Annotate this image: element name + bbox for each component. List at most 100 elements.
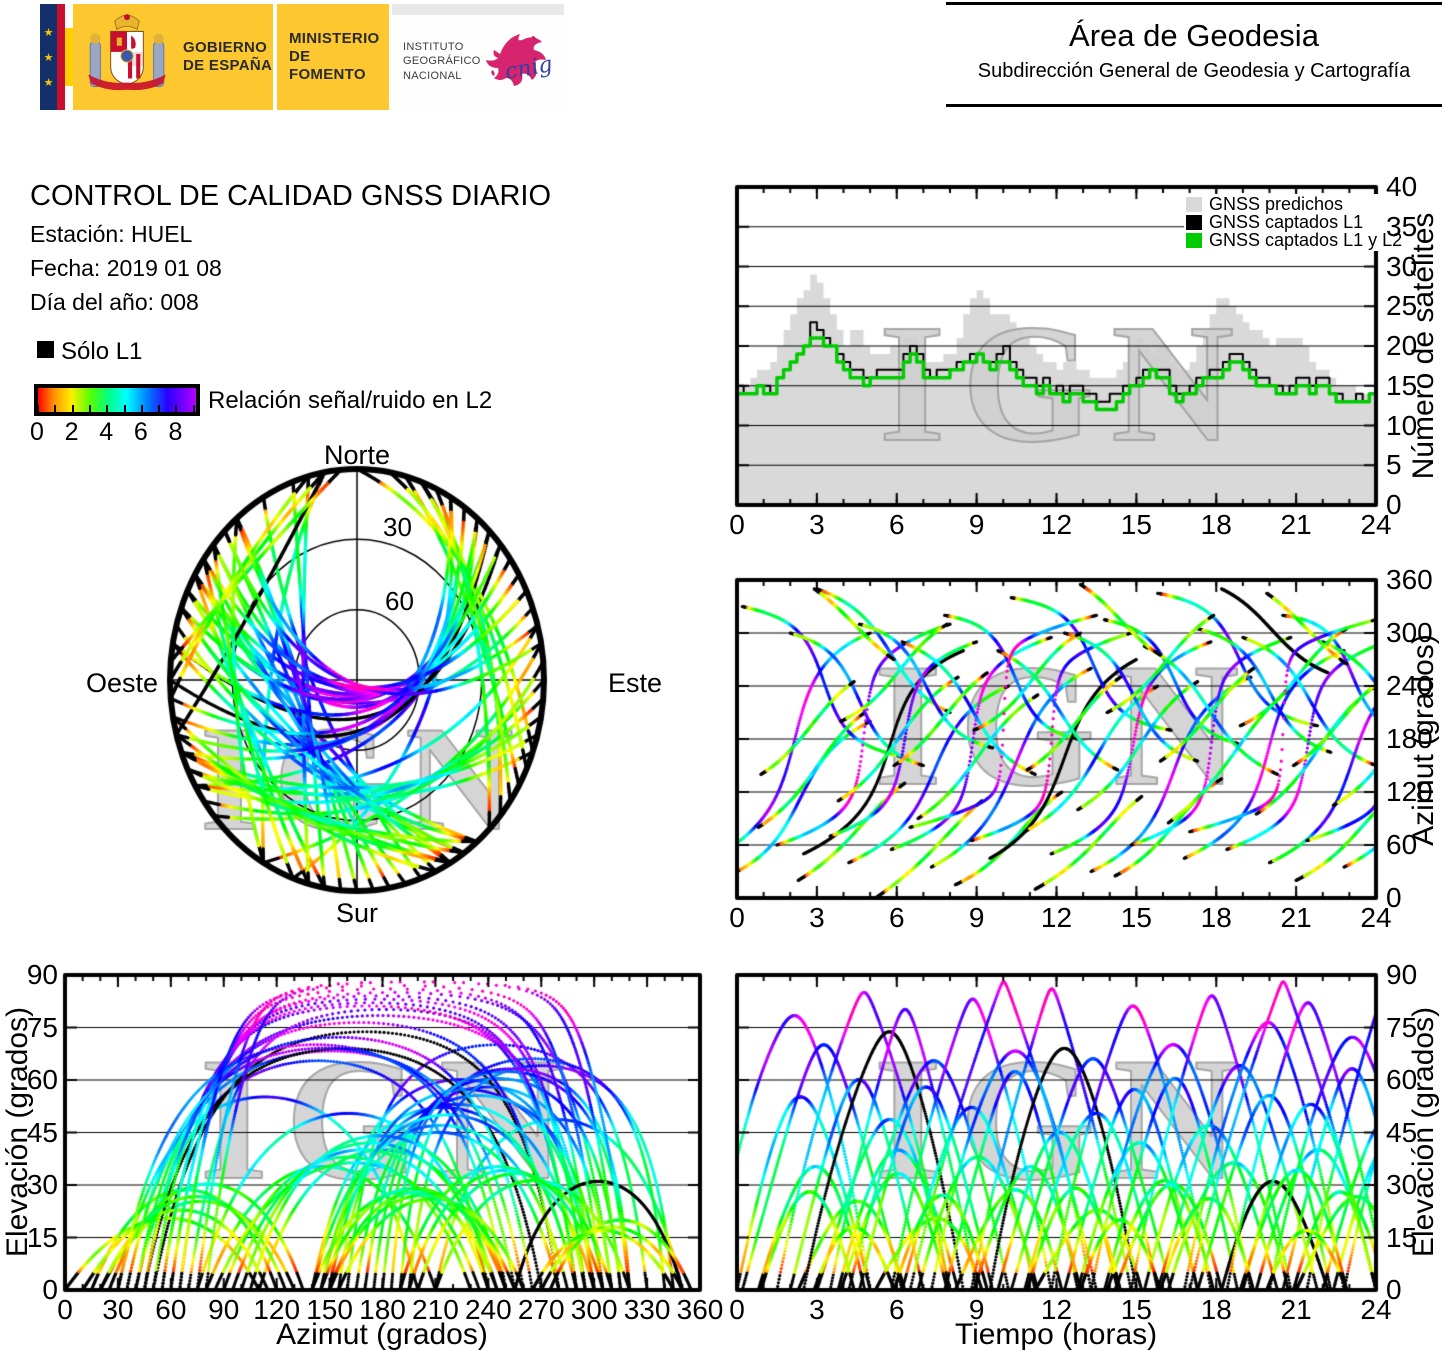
- tick-label: 20: [1386, 330, 1418, 361]
- skyplot-ring30-label: 30: [383, 512, 412, 542]
- skyplot-east-label: Este: [608, 668, 663, 698]
- colorbar-tick-label: 0: [30, 418, 44, 446]
- ministerio-label: MINISTERIO DE FOMENTO: [289, 30, 380, 83]
- tick-label: 18: [1200, 509, 1232, 540]
- tick-label: 9: [968, 902, 985, 933]
- legend-row-captados-l1: GNSS captados L1: [1186, 212, 1402, 232]
- colorbar-tick-label: 4: [99, 418, 114, 446]
- snr-colorbar-label: Relación señal/ruido en L2: [208, 387, 493, 414]
- tick-label: 330: [623, 1294, 671, 1325]
- elev-az-xlabel: Azimut (grados): [276, 1318, 488, 1350]
- tick-label: 30: [102, 1294, 134, 1325]
- tick-label: 270: [517, 1294, 565, 1325]
- tick-label: 90: [1386, 959, 1418, 990]
- tick-label: 6: [888, 902, 905, 933]
- tick-label: 15: [1386, 369, 1418, 401]
- colorbar-tick: [158, 405, 161, 412]
- tick-label: 210: [412, 1294, 459, 1325]
- instituto-label: INSTITUTO GEOGRÁFICO NACIONAL: [403, 41, 481, 82]
- tick-label: 45: [1386, 1116, 1418, 1148]
- colorbar-tick: [140, 405, 143, 412]
- star-icon: ★: [43, 76, 54, 89]
- tick-label: 3: [809, 1294, 825, 1325]
- tick-label: 0: [729, 509, 745, 540]
- sat-count-legend: GNSS predichos GNSS captados L1 GNSS cap…: [1184, 193, 1407, 251]
- tick-label: 0: [1386, 489, 1402, 520]
- flag-red-band: [57, 4, 65, 110]
- elev-time-xlabel: Tiempo (horas): [954, 1318, 1158, 1350]
- tick-label: 75: [26, 1011, 58, 1043]
- spain-coat-of-arms-icon: [88, 14, 166, 91]
- tick-label: 240: [1386, 670, 1433, 701]
- legend-row-captados-l1l2: GNSS captados L1 y L2: [1186, 229, 1403, 250]
- tick-label: 12: [1040, 902, 1073, 933]
- tick-label: 15: [1120, 1294, 1152, 1325]
- tick-label: 90: [26, 959, 58, 990]
- page-title: CONTROL DE CALIDAD GNSS DIARIO: [30, 180, 552, 212]
- colorbar-tick: [54, 405, 57, 412]
- header-rule-bottom: [946, 104, 1442, 107]
- ign-box-topstrip: [392, 4, 564, 15]
- tick-label: 40: [1386, 171, 1418, 202]
- legend-row-predichos: GNSS predichos: [1186, 193, 1402, 214]
- date-line: Fecha: 2019 01 08: [30, 255, 222, 281]
- tick-label: 300: [1386, 617, 1433, 648]
- captados-l1l2-swatch: [1186, 232, 1202, 248]
- tick-label: 0: [42, 1274, 58, 1305]
- tick-label: 24: [1360, 1294, 1392, 1325]
- captados-l1l2-label: GNSS captados L1 y L2: [1209, 229, 1403, 250]
- solo-l1-label: Sólo L1: [61, 338, 143, 365]
- tick-label: 0: [57, 1294, 73, 1325]
- tick-label: 15: [1120, 509, 1152, 540]
- gobierno-box: GOBIERNO DE ESPAÑA: [73, 4, 273, 110]
- tick-label: 60: [26, 1064, 58, 1095]
- skyplot-ring60-label: 60: [385, 586, 414, 616]
- spain-flag-strip: [57, 4, 73, 110]
- skyplot-south-label: Sur: [335, 898, 379, 928]
- tick-label: 18: [1200, 902, 1232, 933]
- skyplot-west-label: Oeste: [85, 668, 158, 698]
- tick-label: 0: [1386, 1274, 1402, 1305]
- tick-label: 300: [570, 1294, 618, 1325]
- tick-label: 18: [1200, 1294, 1232, 1325]
- tick-label: 12: [1040, 509, 1073, 540]
- area-title: Área de Geodesia: [1069, 18, 1319, 53]
- tick-label: 0: [729, 1294, 745, 1325]
- tick-label: 0: [729, 902, 745, 933]
- tick-label: 0: [1386, 882, 1402, 913]
- tick-label: 360: [1386, 564, 1433, 595]
- colorbar-tick-label: 2: [64, 418, 79, 446]
- tick-label: 9: [968, 1294, 985, 1325]
- tick-label: 6: [888, 1294, 905, 1325]
- header-rule-top: [946, 2, 1442, 5]
- star-icon: ★: [43, 51, 54, 64]
- skyplot-north-label: Norte: [323, 440, 391, 470]
- gov-logo: ★ ★ ★ GOBIERNO DE ESPAÑA MINISTERIO DE F…: [40, 4, 564, 110]
- gobierno-label: GOBIERNO DE ESPAÑA: [183, 39, 273, 74]
- tick-label: 120: [253, 1294, 301, 1325]
- star-icon: ★: [43, 26, 54, 39]
- tick-label: 3: [809, 509, 825, 540]
- tick-label: 3: [809, 902, 825, 933]
- tick-label: 60: [155, 1294, 187, 1325]
- station-line: Estación: HUEL: [30, 221, 193, 247]
- tick-label: 9: [968, 509, 985, 540]
- colorbar-tick-label: 8: [168, 418, 183, 446]
- colorbar-tick: [123, 405, 126, 412]
- tick-label: 15: [26, 1221, 58, 1253]
- tick-label: 35: [1386, 210, 1418, 242]
- tick-label: 30: [1386, 250, 1418, 282]
- tick-label: 10: [1386, 409, 1418, 441]
- colorbar-tick: [71, 405, 74, 412]
- colorbar-tick: [175, 405, 178, 412]
- tick-label: 75: [1386, 1011, 1418, 1043]
- colorbar-tick-label: 6: [133, 418, 148, 446]
- captados-l1-swatch: [1186, 214, 1202, 230]
- tick-label: 21: [1280, 509, 1312, 540]
- tick-label: 180: [359, 1294, 406, 1325]
- tick-label: 120: [1386, 776, 1433, 807]
- colorbar-tick: [88, 405, 91, 412]
- predichos-label: GNSS predichos: [1209, 193, 1344, 214]
- tick-label: 24: [1360, 509, 1392, 540]
